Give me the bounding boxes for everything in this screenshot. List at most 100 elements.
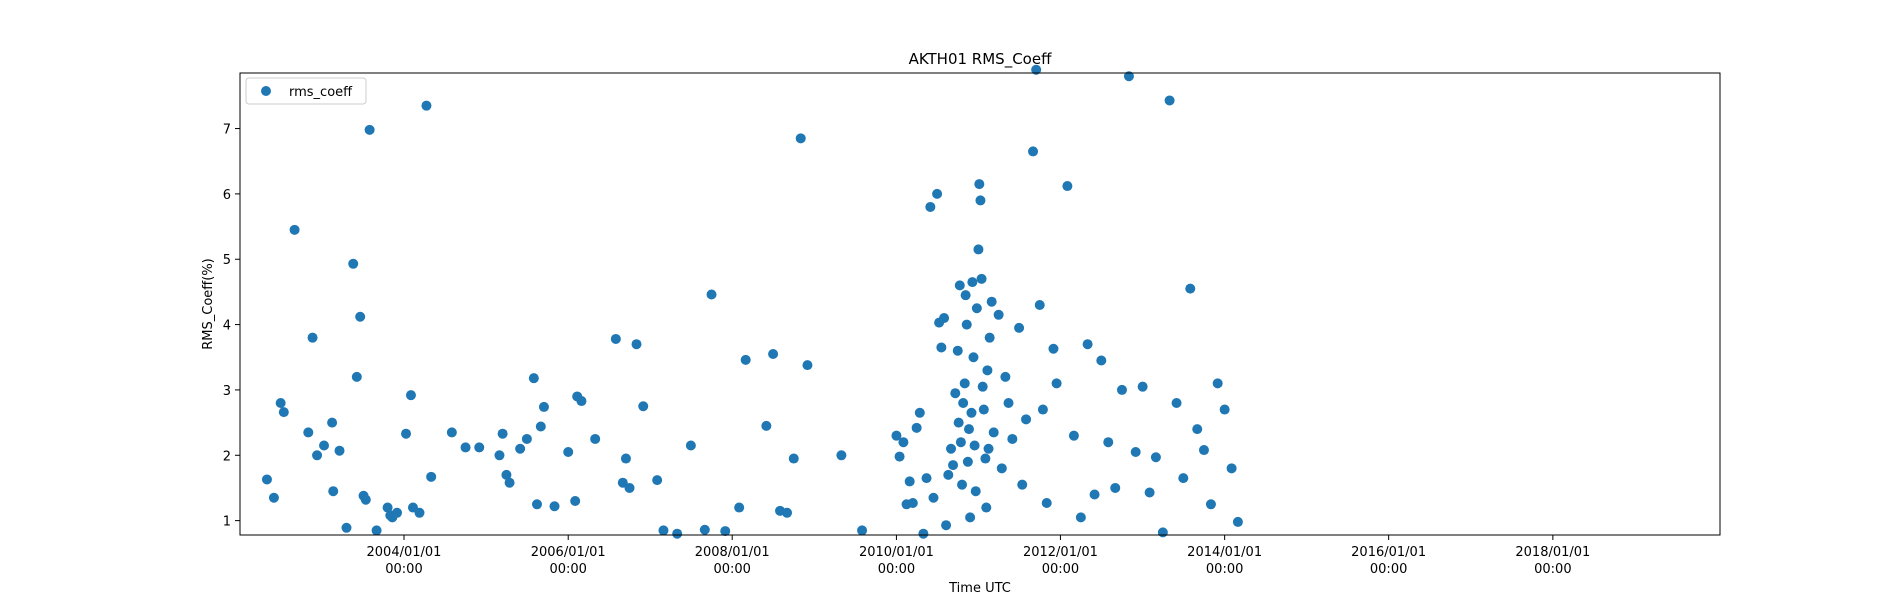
x-tick-label: 2010/01/01 [859, 545, 934, 560]
y-axis: 1 2 3 4 5 6 7 [223, 123, 240, 530]
x-tick-label: 2016/01/01 [1351, 545, 1426, 560]
data-point [950, 388, 961, 399]
data-point [966, 407, 977, 418]
data-point [1062, 181, 1073, 192]
data-point [1212, 378, 1223, 389]
data-point [658, 525, 669, 536]
x-tick-label-time: 00:00 [1534, 562, 1571, 577]
data-point [996, 463, 1007, 474]
y-tick-label: 1 [223, 515, 231, 530]
data-point [1205, 499, 1216, 510]
data-point [970, 486, 981, 497]
data-point [898, 437, 909, 448]
data-point [993, 309, 1004, 320]
data-point [504, 477, 515, 488]
data-point [1150, 452, 1161, 463]
data-point [1041, 497, 1052, 508]
data-point [953, 417, 964, 428]
x-tick-label-time: 00:00 [1042, 562, 1079, 577]
data-point [1110, 482, 1121, 493]
data-point [549, 501, 560, 512]
data-point [1003, 398, 1014, 408]
y-tick-label: 7 [223, 123, 231, 138]
data-point [348, 258, 359, 269]
data-point [576, 396, 587, 407]
data-point [976, 273, 987, 284]
data-point [959, 378, 970, 389]
x-tick-label: 2012/01/01 [1023, 545, 1098, 560]
data-point [371, 525, 382, 536]
data-point [334, 445, 345, 456]
data-point [954, 280, 965, 291]
data-point [973, 244, 984, 255]
data-point [943, 469, 954, 480]
data-point [857, 525, 868, 536]
data-point [1164, 95, 1175, 106]
x-tick-label: 2008/01/01 [695, 545, 770, 560]
data-point [590, 433, 601, 444]
y-tick-label: 4 [223, 319, 231, 334]
data-point [971, 303, 982, 314]
x-axis-label: Time UTC [948, 581, 1011, 596]
data-point [327, 417, 338, 428]
data-point [958, 398, 969, 408]
legend-label: rms_coeff [289, 85, 353, 100]
data-point [1192, 424, 1203, 435]
y-tick-label: 6 [223, 188, 231, 203]
x-tick-label-time: 00:00 [385, 562, 422, 577]
data-point [617, 477, 628, 488]
data-point [497, 428, 508, 439]
data-point [980, 453, 991, 464]
data-point [1048, 343, 1059, 354]
data-point [734, 502, 745, 513]
data-point [515, 443, 526, 454]
data-point [328, 486, 339, 497]
data-point [740, 354, 751, 365]
data-point [563, 447, 574, 458]
data-point [360, 494, 371, 505]
data-point [699, 524, 710, 535]
data-point [968, 352, 979, 363]
data-point [341, 522, 352, 533]
data-point [1031, 64, 1042, 75]
data-point [788, 453, 799, 464]
data-point [1137, 381, 1148, 392]
data-point [521, 433, 532, 444]
data-point [421, 100, 432, 111]
data-point [638, 401, 649, 412]
legend-marker [261, 86, 271, 96]
data-point [685, 440, 696, 451]
data-point [1051, 378, 1062, 389]
data-point [948, 460, 959, 471]
data-point [631, 339, 642, 350]
data-point [925, 201, 936, 212]
data-point [967, 277, 978, 288]
y-tick-label: 3 [223, 384, 231, 399]
plot-frame [239, 72, 1721, 536]
y-axis-label: RMS_Coeff(%) [201, 258, 216, 349]
data-point [975, 195, 986, 206]
x-tick-label-time: 00:00 [878, 562, 915, 577]
data-point [988, 427, 999, 438]
data-point [963, 424, 974, 435]
data-point [946, 443, 957, 454]
data-point [460, 442, 471, 453]
data-point [535, 421, 546, 432]
data-point [1130, 447, 1141, 458]
legend-box [245, 77, 367, 105]
data-point [1198, 445, 1209, 456]
x-tick-label-time: 00:00 [1206, 562, 1243, 577]
data-point [426, 471, 437, 482]
data-point [401, 428, 412, 439]
data-point [1219, 404, 1230, 415]
data-point [1037, 404, 1048, 415]
data-point [1028, 146, 1039, 157]
data-point [268, 492, 279, 503]
data-point [355, 311, 366, 322]
data-point [978, 404, 989, 415]
data-point [1007, 433, 1018, 444]
data-point [894, 451, 905, 462]
data-point [984, 332, 995, 343]
data-point [962, 456, 973, 467]
data-point [965, 512, 976, 523]
